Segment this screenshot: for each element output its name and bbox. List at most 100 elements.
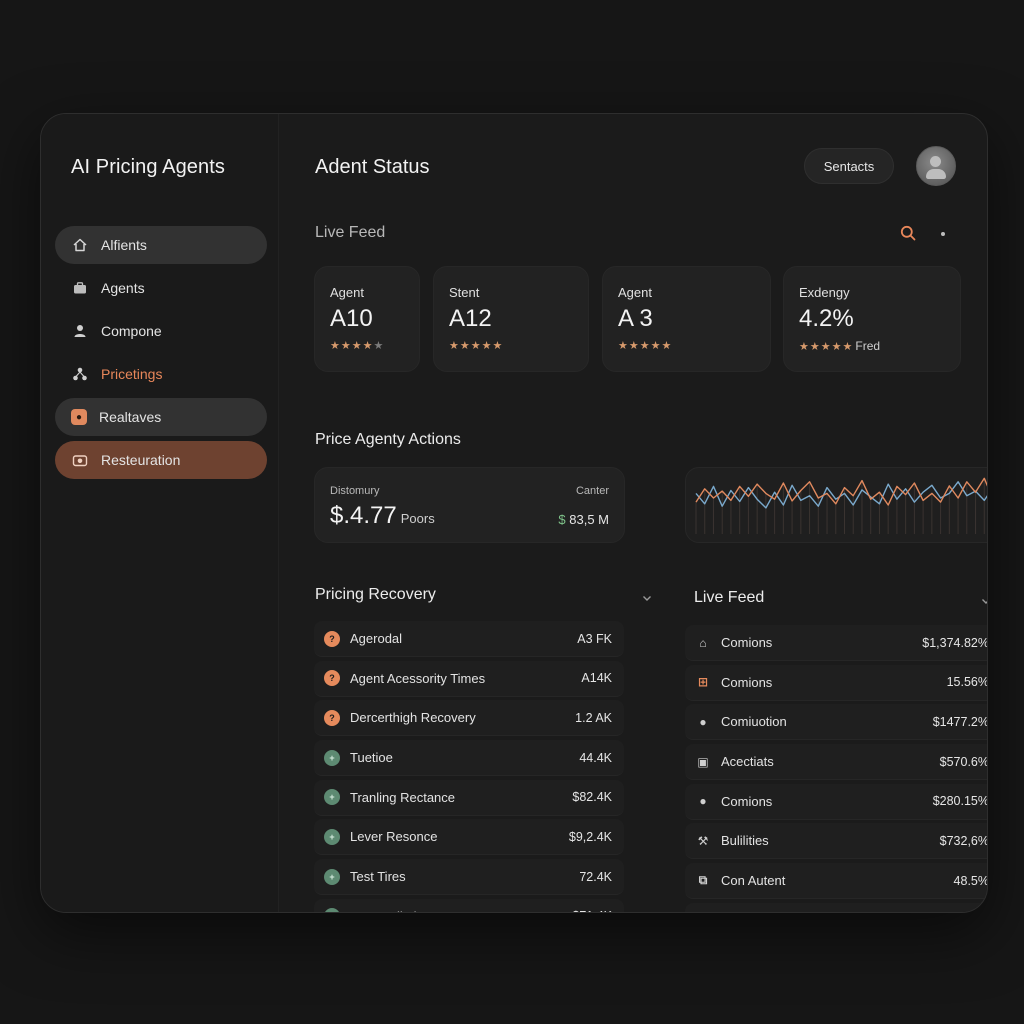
page-title: Adent Status (315, 156, 430, 178)
list-item-amount: $570.6% (939, 754, 988, 769)
list-item-amount: $82.4K (572, 790, 612, 805)
contacts-button[interactable]: Sentacts (804, 148, 894, 184)
list-item-label: Con Autent (721, 873, 786, 889)
list-item[interactable]: + Roon Stikel$71.4K (314, 898, 624, 912)
list-item[interactable]: ? Agent Acessority Times A14K (314, 660, 624, 697)
stat-card-3[interactable]: Agent A 3 ★★★★★ (602, 266, 771, 372)
sidebar-item-label: Alfients (101, 237, 147, 253)
list-item-label: Dercerthigh Recovery (350, 710, 476, 726)
star-icon: ★ (330, 340, 341, 352)
star-icon: ★ (618, 340, 629, 352)
chevron-down-icon[interactable] (980, 595, 987, 607)
stat-card-1[interactable]: Agent A10 ★★★★★ (314, 266, 420, 372)
sidebar-item-label: Realtaves (99, 409, 162, 425)
list-item[interactable]: ⌂ Comions $1,374.82% (685, 625, 988, 661)
sidebar-nav: Alfients Agents Compone Pricetings (55, 226, 267, 484)
search-icon[interactable] (900, 225, 916, 241)
list-item-amount: $71.4K (572, 909, 612, 912)
stat-value: A10 (330, 305, 373, 332)
sidebar-item-label: Compone (101, 323, 162, 339)
list-item[interactable]: + Test Tires 72.4K (314, 859, 624, 896)
tool-icon: ⚒ (697, 833, 709, 848)
price-summary-card[interactable]: Distomury Canter $.4.77 Poors $ 83,5 M (314, 467, 625, 543)
list-item[interactable]: + Tuetioe 44.4K (314, 740, 624, 777)
list-item[interactable]: ? Agerodal A3 FK (314, 621, 624, 657)
list-item-label: Agerodal (350, 631, 403, 646)
sparkline-card (685, 467, 987, 543)
live-feed-list: ⌂ Comions $1,374.82% ⊞ Comions 15.56% ● Comiuot… (685, 625, 988, 912)
live-feed-title: Live Feed (694, 589, 765, 606)
share-icon (71, 365, 89, 383)
plus-circle-icon: + (324, 908, 340, 912)
list-item-amount: 44.4K (579, 750, 612, 765)
list-item[interactable]: ● Comiuotion $1477.2% (685, 704, 987, 741)
list-item-label: Acectiats (721, 754, 774, 770)
sidebar-item-agents[interactable]: Agents (55, 269, 267, 307)
coin-icon: ? (324, 709, 340, 726)
list-item-label: Comions (721, 635, 773, 650)
sidebar: AI Pricing Agents Alfients Agents Compon… (41, 114, 279, 912)
brand-title: AI Pricing Agents (71, 156, 226, 178)
star-icon: ★ (351, 340, 363, 352)
stat-value: A12 (449, 305, 492, 332)
price-left-label: Distomury (330, 485, 380, 497)
star-icon: ★ (459, 340, 471, 352)
list-item-amount: A14K (581, 671, 612, 686)
list-item[interactable]: + Lever Resonce $9,2.4K (314, 819, 624, 856)
plus-circle-icon: + (324, 828, 340, 845)
chevron-down-icon[interactable] (641, 592, 653, 604)
avatar[interactable] (916, 146, 956, 186)
sidebar-item-resteuration[interactable]: Resteuration (55, 441, 267, 479)
list-item[interactable]: ● Comions $280.15% (685, 783, 987, 820)
id-card-icon: ▣ (697, 754, 709, 769)
list-item-label: Agent Acessority Times (350, 670, 486, 686)
list-item-label: Bulilities (721, 833, 769, 849)
sidebar-item-label: Agents (101, 280, 145, 296)
list-item[interactable]: ⊞ Comions 15.56% (685, 664, 988, 701)
app-window: AI Pricing Agents Alfients Agents Compon… (40, 113, 988, 913)
sidebar-item-compone[interactable]: Compone (55, 312, 267, 350)
user-icon: ● (699, 714, 707, 729)
list-item[interactable]: ? Dercerthigh Recovery 1.2 AK (314, 700, 624, 737)
briefcase-icon (71, 279, 89, 297)
list-item-label: Test Tires (350, 869, 406, 885)
list-item-amount: $1,374.82% (922, 635, 988, 650)
pricing-recovery-list: ? Agerodal A3 FK? Agent Acessority Times A14… (314, 621, 624, 912)
list-item-label: Comiuotion (721, 714, 787, 730)
star-icon: ★ (470, 340, 482, 352)
sidebar-item-label: Pricetings (101, 366, 163, 382)
plus-circle-icon: + (324, 789, 340, 806)
stat-card-2[interactable]: Stent A12 ★★★★★ (433, 266, 589, 372)
sidebar-item-realtaves[interactable]: ● Realtaves (55, 398, 267, 436)
coin-icon: ? (324, 670, 340, 687)
price-actions-title: Price Agenty Actions (315, 431, 461, 448)
star-icon: ★ (628, 340, 640, 352)
grid-icon: ⊞ (697, 675, 709, 690)
list-item-amount: 48.5% (953, 873, 988, 888)
list-item[interactable]: ◠Comions$79.14% (685, 902, 987, 912)
price-unit: Poors (400, 511, 435, 526)
price-right-value: $ 83,5 M (558, 512, 609, 527)
sidebar-item-label: Resteuration (101, 452, 181, 468)
copy-icon: ⧉ (698, 873, 708, 888)
stat-card-4[interactable]: Exdengy 4.2% ★★★★★ Fred (783, 266, 961, 372)
star-icon: ★ (362, 340, 374, 352)
star-icon: ★ (831, 341, 843, 353)
list-item[interactable]: ⧉ Con Autent 48.5% (685, 863, 988, 900)
list-item[interactable]: ▣ Acectiats $570.6% (685, 744, 988, 781)
star-icon: ★ (481, 340, 493, 352)
stat-tag: Fred (855, 339, 881, 353)
stat-label: Stent (449, 285, 480, 300)
user-icon (71, 322, 89, 340)
list-item-label: Comions (721, 674, 773, 690)
live-feed-heading: Live Feed (315, 224, 386, 241)
sidebar-item-pricetings[interactable]: Pricetings (55, 355, 267, 393)
list-item-amount: $9,2.4K (568, 829, 612, 844)
star-rating: ★★★★★ (330, 339, 384, 352)
more-icon[interactable] (941, 232, 945, 236)
tag-icon: ● (71, 409, 87, 425)
sidebar-item-alfients[interactable]: Alfients (55, 226, 267, 264)
list-item[interactable]: + Tranling Rectance $82.4K (314, 779, 624, 816)
list-item-amount: 15.56% (946, 675, 988, 690)
list-item[interactable]: ⚒ Bulilities $732,6% (685, 823, 987, 860)
